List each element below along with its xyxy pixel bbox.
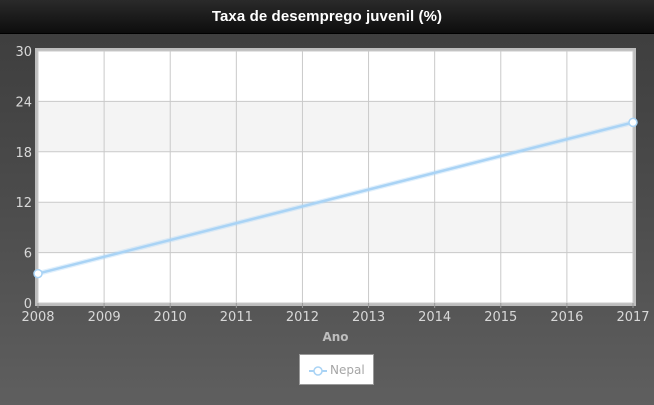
plot-background [38,51,633,303]
x-tick-label: 2012 [286,310,319,325]
x-tick-label: 2013 [352,310,385,325]
legend-item-label: Nepal [330,362,365,377]
series-point [628,117,638,128]
y-tick-label: 24 [15,95,32,110]
x-tick-label: 2015 [484,310,517,325]
x-tick-label: 2014 [418,310,451,325]
series-point [33,268,43,279]
x-axis-title: Ano [322,330,348,344]
chart-title-bar: Taxa de desemprego juvenil (%) [0,0,654,34]
y-tick-label: 30 [15,45,32,60]
x-tick-label: 2011 [220,310,253,325]
legend-marker-icon [309,364,327,376]
legend[interactable]: Nepal [299,354,374,385]
y-tick-label: 18 [15,146,32,161]
x-tick-label: 2008 [21,310,54,325]
x-tick-label: 2009 [88,310,121,325]
plot-band [38,101,633,152]
y-tick-label: 0 [24,297,32,312]
y-tick-label: 6 [24,247,32,262]
chart-title: Taxa de desemprego juvenil (%) [211,8,443,25]
plot-band [38,202,633,253]
x-tick-label: 2010 [154,310,187,325]
y-tick-label: 12 [15,196,32,211]
series-line [37,121,634,275]
x-tick-label: 2016 [550,310,583,325]
x-tick-label: 2017 [616,310,649,325]
